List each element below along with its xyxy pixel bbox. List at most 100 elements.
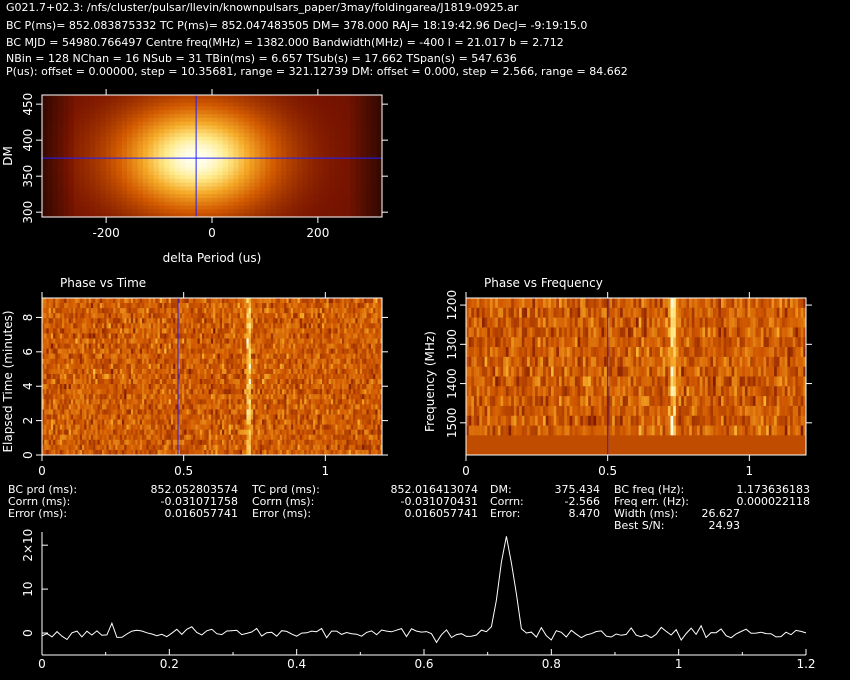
dm-period-cell	[63, 125, 70, 130]
dm-period-cell	[249, 167, 256, 172]
phase-time-cell	[144, 384, 147, 390]
phase-time-cell	[153, 384, 156, 390]
phase-time-cell	[235, 363, 239, 370]
dm-period-cell	[95, 125, 102, 130]
dm-period-cell	[127, 152, 133, 157]
phase-time-cell	[115, 353, 119, 360]
phase-time-cell	[64, 328, 67, 334]
phase-time-cell	[253, 368, 256, 375]
dm-period-cell	[169, 125, 176, 130]
dm-period-cell	[111, 117, 117, 123]
phase-time-cell	[208, 343, 212, 350]
phase-time-cell	[128, 298, 132, 304]
dm-period-cell	[350, 190, 357, 195]
dm-period-cell	[164, 182, 171, 188]
phase-time-cell	[364, 303, 367, 309]
phase-time-cell	[373, 318, 376, 324]
phase-time-cell	[164, 348, 167, 355]
phase-time-cell	[170, 348, 174, 355]
phase-time-cell	[146, 323, 150, 329]
dm-period-cell	[227, 194, 234, 199]
dm-period-cell	[137, 102, 144, 108]
phase-time-cell	[353, 368, 356, 375]
dm-period-cell	[127, 133, 133, 138]
dm-period-cell	[249, 110, 256, 115]
dm-period-cell	[249, 182, 256, 188]
phase-time-cell	[50, 348, 54, 355]
phase-time-cell	[142, 338, 145, 345]
phase-time-cell	[113, 373, 116, 380]
dm-period-cell	[318, 98, 325, 104]
phase-time-cell	[93, 303, 96, 309]
dm-period-cell	[222, 144, 229, 149]
dm-period-cell	[196, 178, 202, 184]
dm-period-cell	[328, 148, 335, 153]
dm-period-cell	[265, 205, 272, 210]
phase-time-cell	[135, 384, 139, 390]
dm-period-cell	[84, 197, 91, 203]
dm-period-cell	[73, 182, 80, 188]
dm-period-cell	[212, 95, 218, 100]
dm-period-cell	[376, 98, 383, 104]
dm-period-cell	[137, 114, 144, 119]
phase-time-cell	[213, 308, 216, 314]
dm-period-cell	[79, 140, 86, 146]
dm-period-cell	[275, 148, 282, 153]
phase-time-cell	[328, 379, 332, 385]
dm-period-cell	[254, 148, 261, 153]
dm-period-cell	[360, 201, 367, 207]
phase-time-cell	[375, 323, 379, 329]
phase-time-cell	[250, 298, 254, 304]
dm-period-cell	[312, 121, 319, 127]
phase-time-cell	[99, 363, 103, 370]
dm-period-cell	[137, 171, 144, 176]
dm-period-cell	[350, 148, 357, 153]
phase-time-cell	[104, 308, 107, 314]
phase-time-cell	[204, 353, 207, 360]
dm-period-cell	[148, 167, 155, 172]
dm-period-cell	[355, 171, 362, 176]
dm-period-cell	[339, 148, 346, 153]
phase-time-cell	[279, 348, 283, 355]
phase-time-cell	[59, 389, 63, 395]
phase-time-cell	[159, 313, 163, 319]
phase-time-cell	[350, 384, 354, 390]
dm-period-cell	[323, 133, 330, 138]
phase-time-cell	[370, 363, 374, 370]
phase-time-cell	[70, 303, 74, 309]
phase-time-cell	[208, 328, 212, 334]
dm-period-cell	[312, 95, 319, 100]
phase-time-cell	[117, 379, 121, 385]
phase-time-cell	[353, 384, 356, 390]
phase-time-cell	[288, 348, 292, 355]
dm-period-cell	[68, 190, 75, 195]
dm-period-cell	[302, 106, 309, 111]
dm-period-cell	[164, 159, 171, 165]
dm-period-cell	[164, 190, 171, 195]
phase-time-cell	[264, 333, 267, 340]
phase-time-cell	[204, 318, 207, 324]
phase-time-cell	[237, 328, 241, 334]
phase-time-cell	[346, 328, 350, 334]
phase-time-cell	[126, 379, 130, 385]
phase-time-cell	[226, 368, 230, 375]
phase-time-cell	[246, 348, 250, 355]
dm-period-cell	[360, 136, 367, 142]
dm-period-cell	[307, 163, 314, 169]
phase-time-cell	[284, 313, 287, 319]
phase-time-cell	[282, 308, 285, 314]
phase-time-cell	[219, 343, 223, 350]
dm-period-cell	[371, 197, 378, 203]
phase-time-cell	[57, 298, 61, 304]
dm-period-cell	[302, 190, 309, 195]
dm-period-cell	[249, 148, 256, 153]
dm-period-cell	[111, 209, 117, 214]
phase-time-cell	[179, 298, 183, 304]
dm-period-cell	[307, 186, 314, 191]
phase-time-cell	[184, 348, 187, 355]
phase-time-cell	[293, 328, 296, 334]
phase-time-cell	[99, 328, 103, 334]
phase-time-cell	[57, 358, 61, 365]
phase-time-cell	[328, 389, 332, 395]
phase-time-cell	[246, 323, 250, 329]
